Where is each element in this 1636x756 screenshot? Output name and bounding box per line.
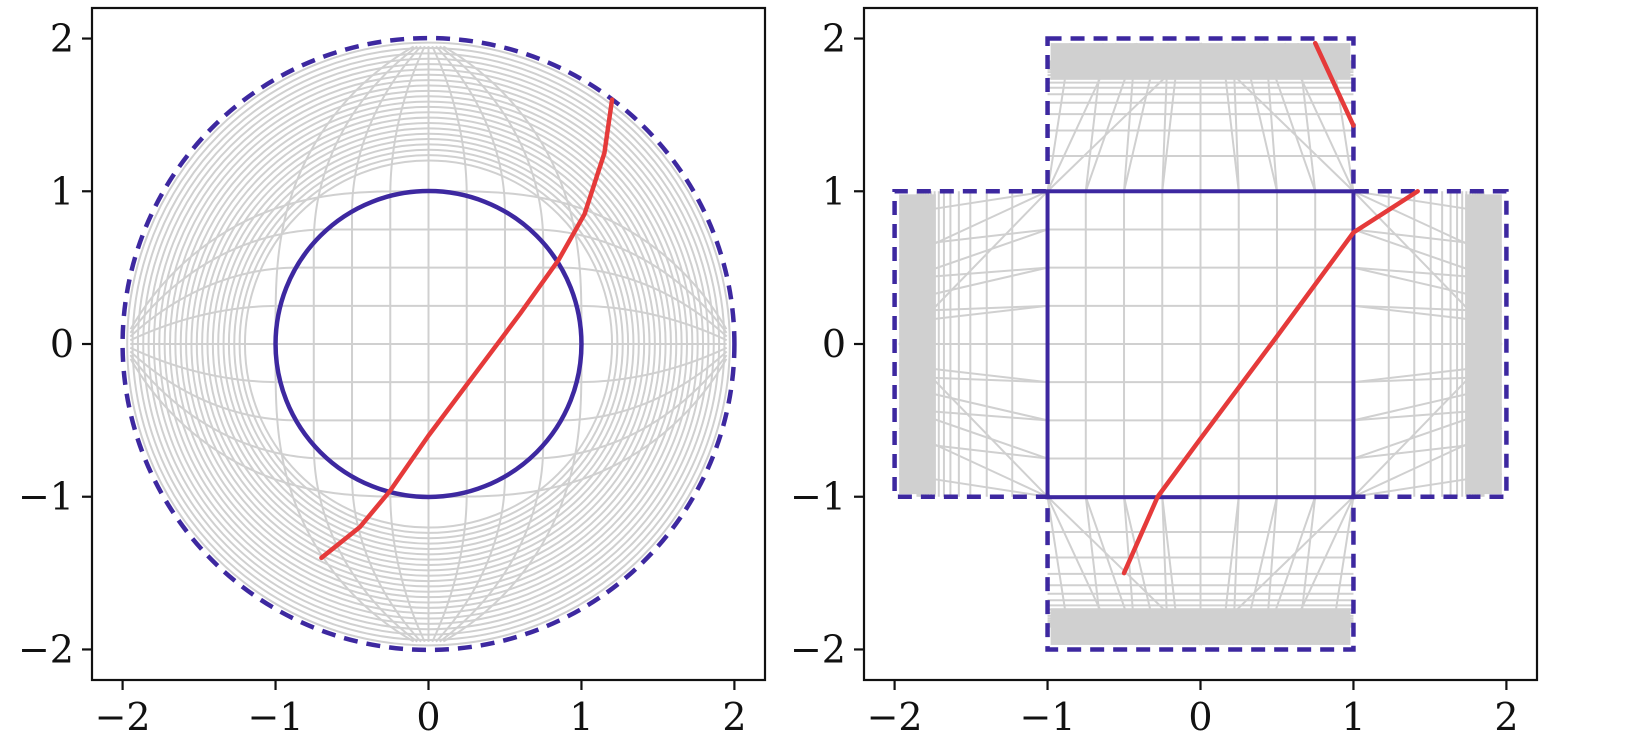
grid-mesh [126, 41, 731, 647]
path-series-1 [1312, 40, 1356, 128]
grid-ring [217, 132, 640, 556]
grid-ring [227, 143, 630, 545]
grid-band [1465, 194, 1502, 495]
grid-ring [211, 127, 646, 561]
grid-ring [185, 100, 672, 588]
y-tick-label: −1 [790, 475, 846, 519]
grid-ring [147, 63, 710, 625]
outer-circle-boundary [120, 35, 737, 653]
x-tick-label: −2 [95, 695, 151, 739]
y-tick-label: 2 [822, 17, 846, 61]
grid-band [899, 194, 936, 495]
x-tick-label: −1 [1020, 695, 1076, 739]
right-panel: −2 −1 0 1 2 −2 −1 0 1 2 [790, 6, 1539, 739]
grid-ring [195, 111, 662, 577]
inner-square-boundary [1045, 189, 1356, 500]
grid-band [1050, 608, 1351, 645]
path-series-0 [319, 97, 615, 561]
y-tick-label: −1 [18, 475, 74, 519]
axes: −2 −1 0 1 2 −2 −1 0 1 2 [18, 17, 747, 739]
grid-ring [126, 41, 731, 647]
x-tick-label: −1 [248, 695, 304, 739]
grid-ring [243, 159, 614, 529]
grid-ring [136, 52, 721, 636]
grid-ring [152, 68, 705, 620]
x-tick-label: 2 [722, 695, 746, 739]
grid-ring [169, 84, 688, 604]
grid-ring [179, 95, 678, 593]
y-tick-label: 0 [50, 322, 74, 366]
x-tick-label: 1 [569, 695, 593, 739]
y-tick-label: 1 [50, 169, 74, 213]
x-tick-label: 1 [1341, 695, 1365, 739]
series-group [319, 97, 615, 561]
x-tick-label: −2 [867, 695, 923, 739]
grid-mesh [898, 42, 1503, 646]
outer-cross-boundary [892, 36, 1509, 652]
grid-ring [238, 154, 619, 534]
grid-ring [201, 116, 656, 572]
y-tick-label: −2 [790, 627, 846, 671]
grid-ring [233, 148, 624, 540]
boundaries [120, 35, 737, 653]
boundaries [892, 36, 1509, 652]
grid-ring [158, 73, 699, 615]
grid-ring [142, 57, 715, 631]
path-series-0 [1121, 189, 1420, 576]
grid-ring [206, 121, 651, 567]
left-panel: −2 −1 0 1 2 −2 −1 0 1 2 [18, 6, 767, 739]
plot-area [892, 36, 1509, 652]
grid-ring [163, 79, 694, 609]
grid-ring [131, 47, 726, 641]
inner-circle-boundary [273, 188, 584, 500]
y-tick-label: −2 [18, 627, 74, 671]
y-tick-label: 1 [822, 169, 846, 213]
grid-ring [174, 89, 683, 599]
grid-ring [190, 105, 667, 583]
x-tick-label: 0 [1188, 695, 1212, 739]
y-tick-label: 2 [50, 17, 74, 61]
y-tick-label: 0 [822, 322, 846, 366]
x-tick-label: 0 [416, 695, 440, 739]
grid-ring [222, 138, 635, 550]
series-group [1121, 40, 1420, 576]
axes: −2 −1 0 1 2 −2 −1 0 1 2 [790, 17, 1519, 739]
x-tick-label: 2 [1494, 695, 1518, 739]
grid-band [1050, 43, 1351, 80]
plot-area [120, 35, 737, 653]
